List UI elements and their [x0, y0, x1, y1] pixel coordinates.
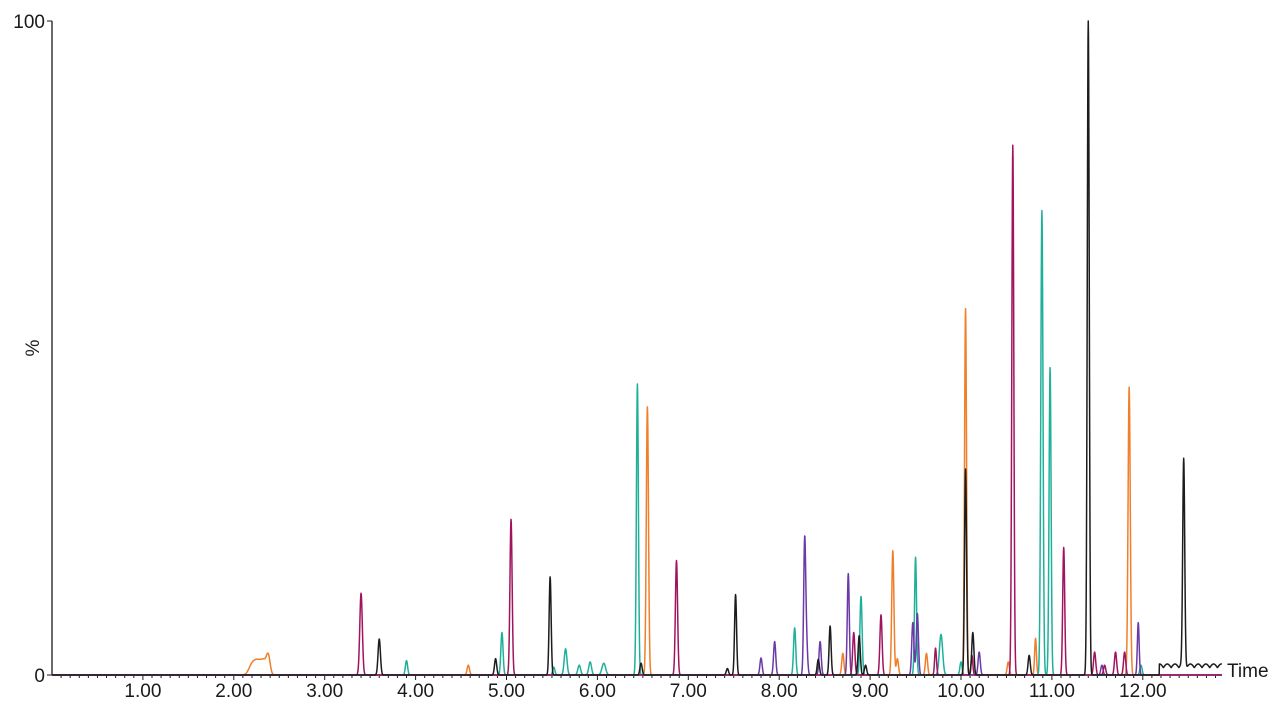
x-tick-label: 5.00 — [488, 681, 525, 702]
y-axis-label: % — [23, 339, 44, 356]
axes: 1.00 2.00 3.00 4.00 5.00 6.00 7.00 8.00 9.00 10.0… — [13, 12, 1222, 702]
x-tick-label: 10.00 — [937, 681, 985, 702]
x-tick-label: 1.00 — [124, 681, 161, 702]
y-tick-label: 100 — [13, 12, 45, 33]
series-4 — [51, 20, 1223, 676]
x-tick-label: 9.00 — [852, 681, 889, 702]
series-trace — [51, 20, 1223, 676]
x-tick-label: 7.00 — [670, 681, 707, 702]
x-axis-label: Time — [1227, 661, 1269, 682]
y-tick-label: 0 — [34, 666, 45, 687]
series-2 — [51, 535, 1223, 676]
x-tick-label: 4.00 — [397, 681, 434, 702]
series-layer — [51, 20, 1223, 676]
x-tick-label: 11.00 — [1029, 681, 1075, 702]
series-trace — [51, 209, 1223, 676]
y-ticks: 0 100 — [13, 12, 52, 687]
x-tick-label: 6.00 — [579, 681, 616, 702]
x-ticks: 1.00 2.00 3.00 4.00 5.00 6.00 7.00 8.00 9.00 10.0… — [60, 675, 1217, 702]
series-trace — [51, 535, 1223, 676]
x-tick-label: 2.00 — [215, 681, 252, 702]
x-tick-label: 12.00 — [1119, 681, 1167, 702]
x-tick-label: 3.00 — [306, 681, 343, 702]
x-tick-label: 8.00 — [761, 681, 798, 702]
series-1 — [51, 209, 1223, 676]
